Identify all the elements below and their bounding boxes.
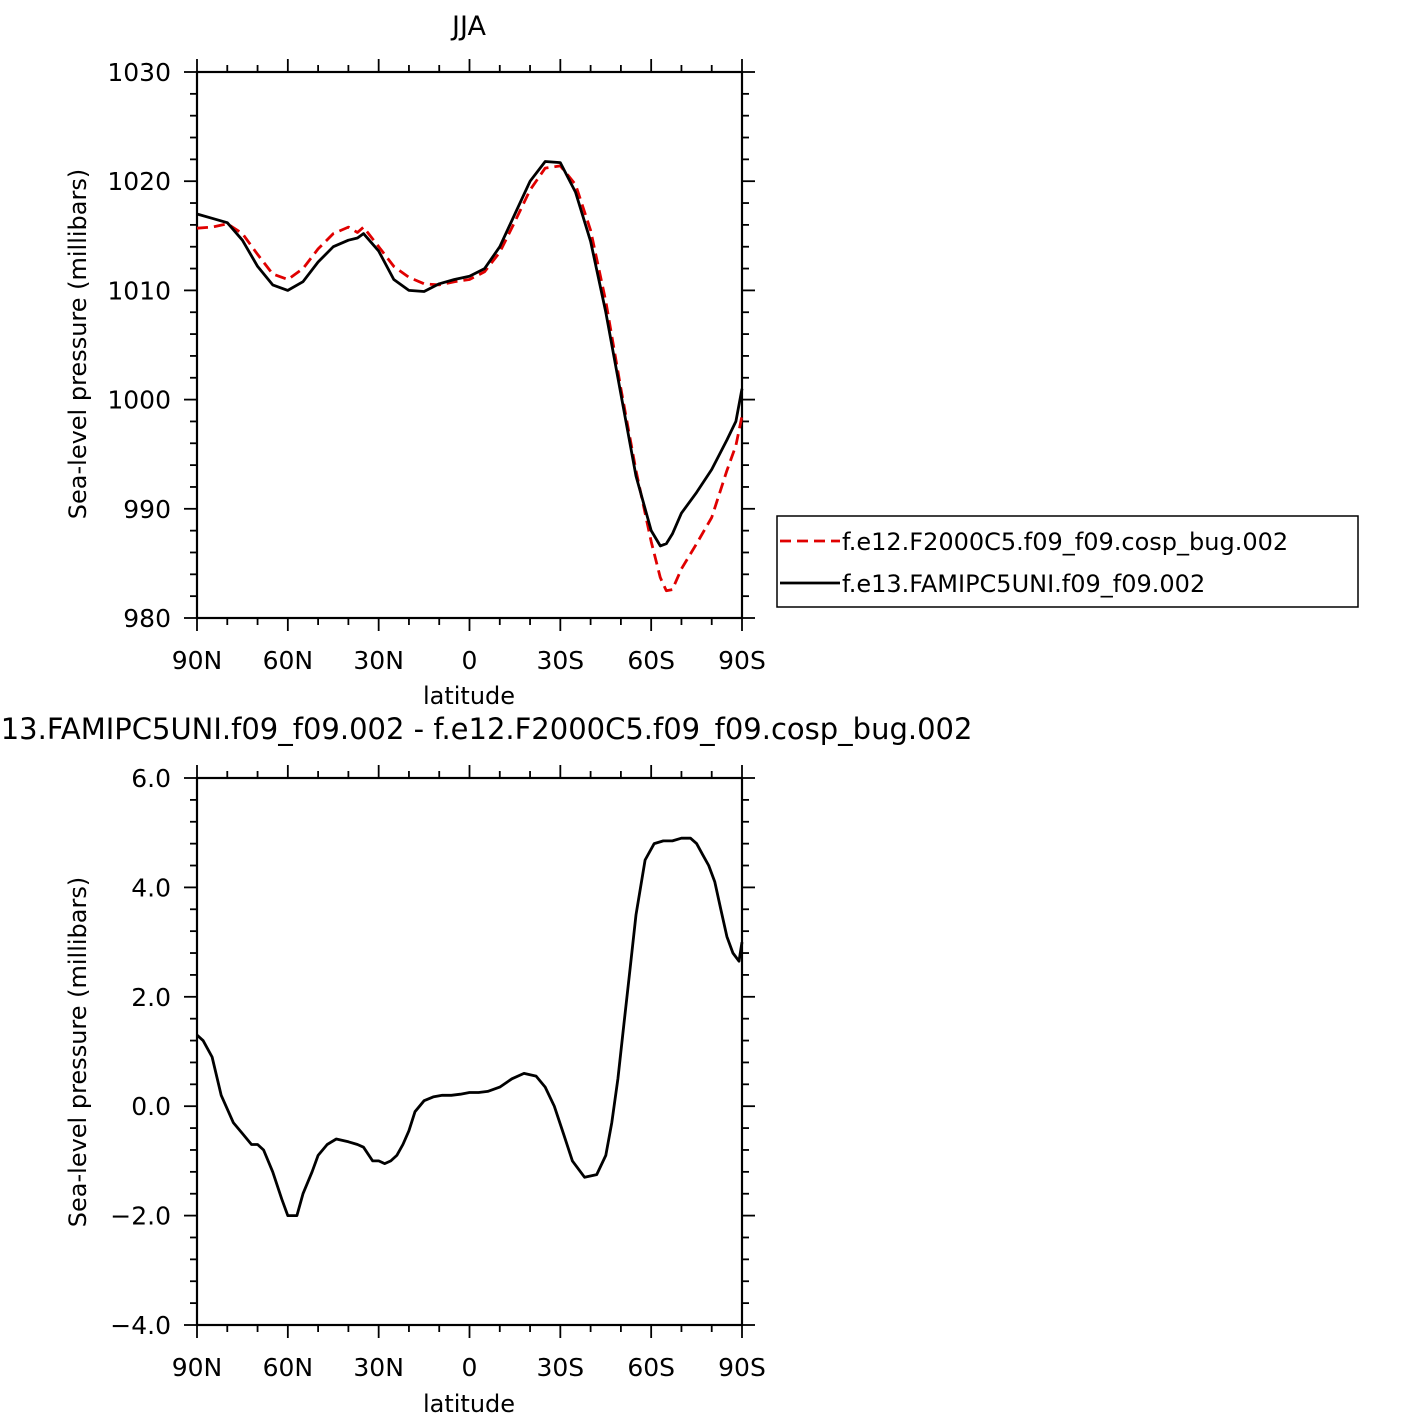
plot-frame (195, 70, 744, 620)
bottom-axes (184, 765, 755, 1338)
x-tick-label: 30S (536, 646, 584, 675)
x-tick-label: 90S (718, 646, 766, 675)
top-x-axis-label: latitude (423, 682, 515, 710)
y-tick-label: 2.0 (131, 983, 171, 1012)
bottom-y-tick-labels: −4.0 −2.0 0.0 2.0 4.0 6.0 (110, 764, 171, 1340)
bottom-series-layer (196, 836, 744, 1217)
y-tick-label: 1020 (107, 167, 171, 196)
top-axes (184, 59, 755, 631)
y-tick-label: 1000 (107, 386, 171, 415)
y-tick-label: 1030 (107, 58, 171, 87)
x-tick-label: 0 (462, 1353, 478, 1382)
plot-frame (195, 776, 744, 1327)
top-series-layer (196, 160, 744, 593)
series-line-solid (196, 160, 744, 548)
legend-entry-famipc5uni: f.e13.FAMIPC5UNI.f09_f09.002 (842, 570, 1205, 598)
legend: f.e12.F2000C5.f09_f09.cosp_bug.002 f.e13… (776, 515, 1359, 608)
top-panel: JJA 980 990 1000 1010 1020 1030 90N 60N 30N 0 30S… (64, 11, 766, 710)
y-tick-label: 1010 (107, 276, 171, 305)
x-tick-label: 60S (627, 1353, 675, 1382)
y-tick-label: 980 (123, 604, 171, 633)
x-tick-label: 60N (263, 1353, 314, 1382)
bottom-chart-title: f.e13.FAMIPC5UNI.f09_f09.002 - f.e12.F20… (0, 712, 972, 746)
y-tick-label: 990 (123, 495, 171, 524)
y-tick-label: 0.0 (131, 1092, 171, 1121)
series-line-dashed (196, 164, 744, 593)
x-tick-label: 30S (536, 1353, 584, 1382)
x-tick-label: 0 (462, 646, 478, 675)
y-tick-label: −4.0 (110, 1311, 171, 1340)
x-tick-label: 90N (172, 646, 223, 675)
x-tick-label: 90N (172, 1353, 223, 1382)
legend-entry-cosp-bug: f.e12.F2000C5.f09_f09.cosp_bug.002 (842, 528, 1288, 556)
x-tick-label: 30N (353, 1353, 404, 1382)
x-tick-label: 90S (718, 1353, 766, 1382)
bottom-y-axis-label: Sea-level pressure (millibars) (64, 877, 92, 1227)
x-tick-label: 60S (627, 646, 675, 675)
top-y-axis-label: Sea-level pressure (millibars) (64, 169, 92, 519)
y-tick-label: 6.0 (131, 764, 171, 793)
bottom-x-axis-label: latitude (423, 1390, 515, 1418)
y-tick-label: −2.0 (110, 1202, 171, 1231)
top-chart-title: JJA (450, 11, 486, 42)
series-line-solid (196, 836, 744, 1217)
top-x-tick-labels: 90N 60N 30N 0 30S 60S 90S (172, 646, 766, 675)
x-tick-label: 60N (263, 646, 314, 675)
x-tick-label: 30N (353, 646, 404, 675)
legend-box (776, 515, 1359, 608)
bottom-panel: f.e13.FAMIPC5UNI.f09_f09.002 - f.e12.F20… (0, 712, 972, 1418)
bottom-x-tick-labels: 90N 60N 30N 0 30S 60S 90S (172, 1353, 766, 1382)
top-y-tick-labels: 980 990 1000 1010 1020 1030 (107, 58, 171, 633)
y-tick-label: 4.0 (131, 873, 171, 902)
